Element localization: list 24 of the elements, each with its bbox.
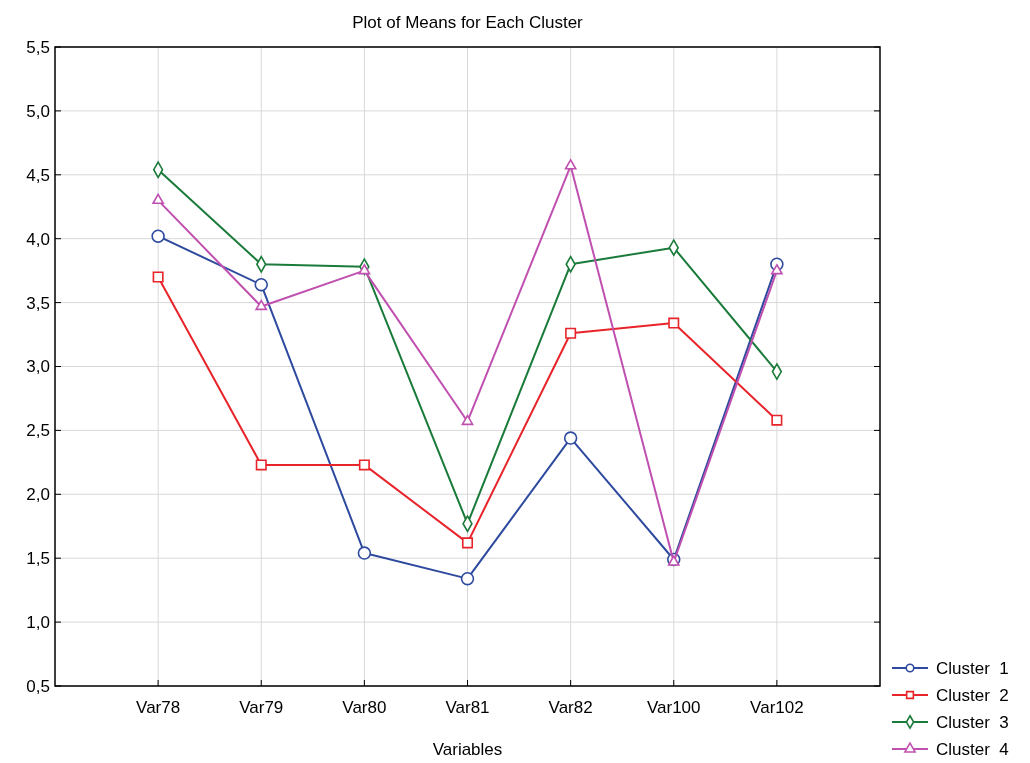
y-tick-label: 4,0 <box>26 229 50 249</box>
y-tick-label: 2,5 <box>26 421 50 441</box>
legend-label: Cluster 1 <box>936 658 1009 678</box>
x-tick-label: Var81 <box>445 698 490 717</box>
legend-label: Cluster 2 <box>936 685 1009 705</box>
legend-label: Cluster 3 <box>936 712 1009 732</box>
x-tick-label: Var100 <box>646 698 701 717</box>
y-tick-label: 3,0 <box>26 357 50 377</box>
y-tick-label: 1,5 <box>26 549 50 569</box>
legend-label: Cluster 4 <box>936 739 1009 759</box>
chart-title: Plot of Means for Each Cluster <box>352 13 584 32</box>
x-tick-label: Var79 <box>239 698 284 717</box>
y-tick-label: 5,5 <box>26 37 50 57</box>
x-tick-label: Var78 <box>136 698 181 717</box>
x-tick-label: Var80 <box>342 698 387 717</box>
x-tick-label: Var82 <box>548 698 593 717</box>
y-tick-label: 4,5 <box>26 165 50 185</box>
y-tick-label: 3,5 <box>26 293 50 313</box>
x-tick-label: Var102 <box>750 698 804 717</box>
y-tick-label: 5,0 <box>26 101 50 121</box>
x-axis-title: Variables <box>432 740 503 759</box>
y-tick-label: 1,0 <box>26 613 50 633</box>
y-tick-label: 0,5 <box>26 676 50 696</box>
y-tick-label: 2,0 <box>26 485 50 505</box>
